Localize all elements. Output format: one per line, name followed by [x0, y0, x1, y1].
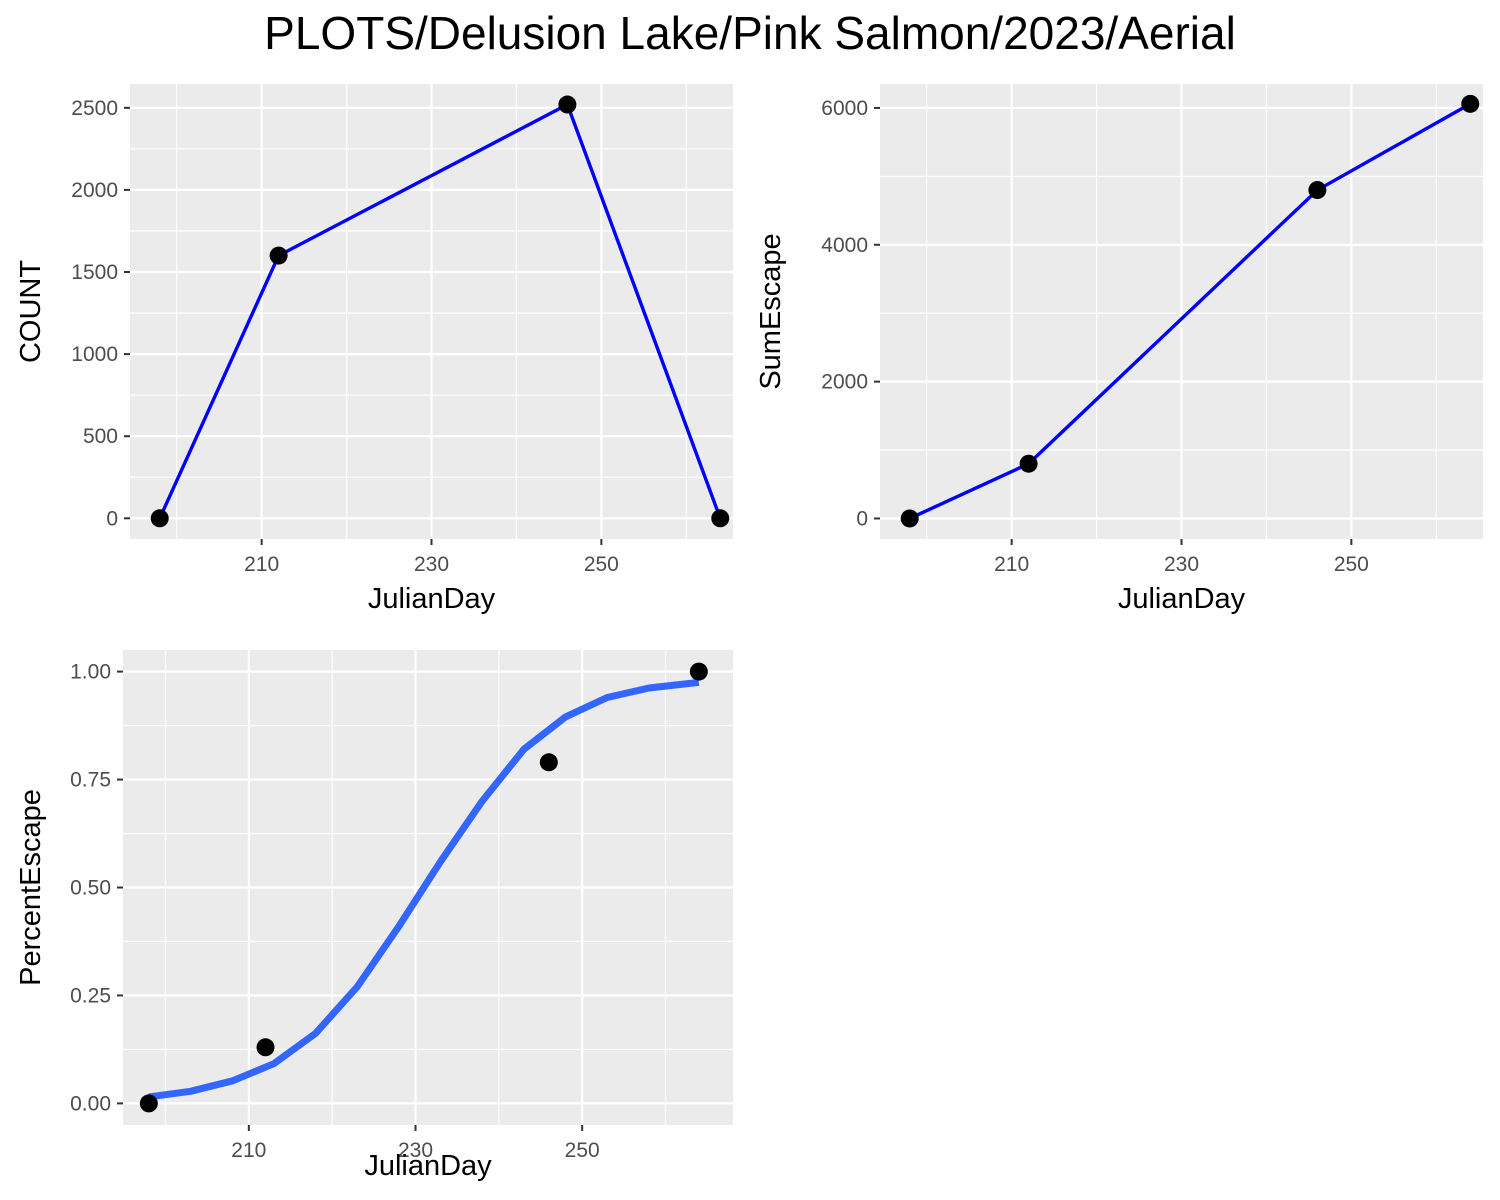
percentescape-y-tick-label: 0.25: [70, 984, 111, 1007]
percentescape-data-point: [139, 1094, 158, 1113]
count-y-tick-label: 2000: [71, 179, 118, 202]
count-y-axis-title: COUNT: [15, 260, 47, 363]
percentescape-panel: 210 230 250 0.00 0.25 0.50 0.75 1.00 JulianDay Pe…: [0, 620, 750, 1200]
count-x-tick-label: 230: [414, 553, 449, 576]
percentescape-chart: 210 230 250 0.00 0.25 0.50 0.75 1.00 JulianDay Pe…: [15, 650, 733, 1182]
count-data-point: [711, 509, 730, 528]
count-series-line: [158, 102, 722, 520]
sumescape-chart: 210 230 250 0 2000 4000 6000 JulianDay SumEscape: [755, 84, 1483, 615]
percentescape-x-axis-title: JulianDay: [364, 1150, 492, 1182]
chart-title: PLOTS/Delusion Lake/Pink Salmon/2023/Aer…: [264, 7, 1236, 59]
sumescape-y-tick-label: 6000: [821, 97, 868, 120]
count-y-tick-label: 1000: [71, 343, 118, 366]
sumescape-panel: 210 230 250 0 2000 4000 6000 JulianDay SumEscape: [750, 0, 1500, 620]
count-y-tick-label: 500: [83, 425, 118, 448]
percentescape-x-tick-label: 250: [565, 1139, 600, 1162]
sumescape-y-tick-label: 0: [856, 507, 868, 530]
percentescape-y-tick-label: 1.00: [70, 661, 111, 684]
percentescape-y-tick-label: 0.50: [70, 877, 111, 900]
percentescape-data-point: [539, 753, 558, 772]
count-y-tick-label: 1500: [71, 261, 118, 284]
sumescape-y-axis-title: SumEscape: [755, 233, 787, 389]
percentescape-y-axis-title: PercentEscape: [15, 789, 47, 986]
percentescape-data-point: [256, 1038, 275, 1057]
sumescape-x-tick-label: 250: [1334, 553, 1369, 576]
count-data-point: [558, 95, 577, 114]
sumescape-data-point: [1019, 454, 1038, 473]
sumescape-x-axis-title: JulianDay: [1118, 583, 1246, 615]
percentescape-y-tick-label: 0.75: [70, 769, 111, 792]
sumescape-data-point: [1308, 181, 1327, 200]
count-y-tick-label: 2500: [71, 97, 118, 120]
percentescape-y-tick-label: 0.00: [70, 1092, 111, 1115]
count-data-point: [150, 509, 169, 528]
sumescape-series-line: [909, 102, 1472, 521]
percentescape-x-tick-label: 230: [398, 1139, 433, 1162]
count-chart: 210 230 25005001000150020002500JulianDayCO…: [15, 84, 733, 615]
percentescape-x-tick-label: 210: [231, 1139, 266, 1162]
sumescape-y-tick-label: 4000: [821, 234, 868, 257]
count-y-tick-label: 0: [106, 507, 118, 530]
count-data-point: [269, 246, 288, 265]
percentescape-fitted-curve: [148, 678, 700, 1101]
sumescape-x-tick-label: 230: [1164, 553, 1199, 576]
sumescape-data-point: [900, 509, 919, 528]
sumescape-y-tick-label: 2000: [821, 371, 868, 394]
count-panel: 210 230 250 0 500 1000 1500 2000 2500 JulianDay CO…: [0, 0, 750, 620]
count-x-tick-label: 250: [584, 553, 619, 576]
count-x-axis-title: JulianDay: [368, 583, 496, 615]
percentescape-data-point: [689, 662, 708, 681]
count-x-tick-label: 210: [244, 553, 279, 576]
sumescape-x-tick-label: 210: [994, 553, 1029, 576]
sumescape-data-point: [1461, 94, 1480, 113]
